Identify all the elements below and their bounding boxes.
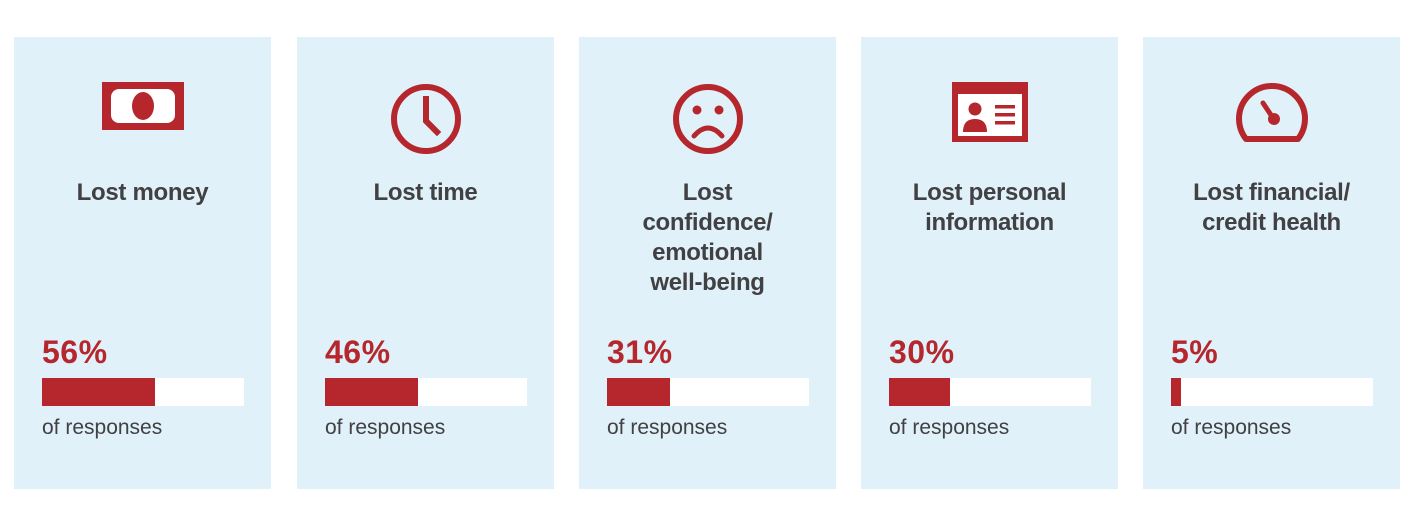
- card-label-line: Lost money: [76, 179, 209, 206]
- percentage-bar-fill: [889, 378, 950, 406]
- percentage-bar-track: [607, 378, 809, 406]
- percentage-value: 56%: [42, 334, 108, 370]
- card-label-line: confidence/: [642, 209, 773, 236]
- card-label-line: Lost: [682, 179, 733, 206]
- card-label: Lost time: [307, 178, 544, 208]
- card-label: Lost personal information: [871, 178, 1108, 238]
- card-label: Lost financial/credit health: [1153, 178, 1390, 238]
- sad-face-icon: [579, 81, 836, 157]
- id-card-icon: [861, 81, 1118, 157]
- card-label-line: Lost financial/: [1193, 179, 1350, 206]
- percentage-bar-track: [325, 378, 527, 406]
- card-label-line: information: [925, 209, 1054, 236]
- caption: of responses: [889, 416, 1010, 439]
- impact-card: Lost money 56% of responses: [14, 37, 271, 489]
- percentage-bar-track: [889, 378, 1091, 406]
- caption: of responses: [42, 416, 163, 439]
- impact-card: Lost time 46% of responses: [297, 37, 554, 489]
- card-label-line: credit health: [1202, 209, 1341, 236]
- card-label-line: Lost time: [373, 179, 478, 206]
- card-label-line: well-being: [650, 269, 765, 296]
- card-label-line: emotional: [652, 239, 763, 266]
- caption: of responses: [607, 416, 728, 439]
- percentage-value: 31%: [607, 334, 673, 370]
- percentage-value: 46%: [325, 334, 391, 370]
- percentage-bar-fill: [607, 378, 670, 406]
- impact-card: Lost personal information 30% of responses: [861, 37, 1118, 489]
- card-label: Lost confidence/emotional well-being: [589, 178, 826, 298]
- percentage-bar-fill: [1171, 378, 1182, 406]
- percentage-bar-track: [42, 378, 244, 406]
- card-label: Lost money: [24, 178, 261, 208]
- caption: of responses: [325, 416, 446, 439]
- gauge-icon: [1143, 81, 1400, 157]
- percentage-bar-fill: [42, 378, 156, 406]
- impact-card: Lost confidence/emotional well-being 31% of …: [579, 37, 836, 489]
- percentage-value: 30%: [889, 334, 955, 370]
- card-label-line: Lost personal: [912, 179, 1067, 206]
- percentage-bar-track: [1171, 378, 1373, 406]
- percentage-value: 5%: [1171, 334, 1219, 370]
- caption: of responses: [1171, 416, 1292, 439]
- clock-icon: [297, 81, 554, 157]
- impact-card: Lost financial/credit health 5% of respons…: [1143, 37, 1400, 489]
- percentage-bar-fill: [325, 378, 418, 406]
- money-bill-icon: [14, 81, 271, 157]
